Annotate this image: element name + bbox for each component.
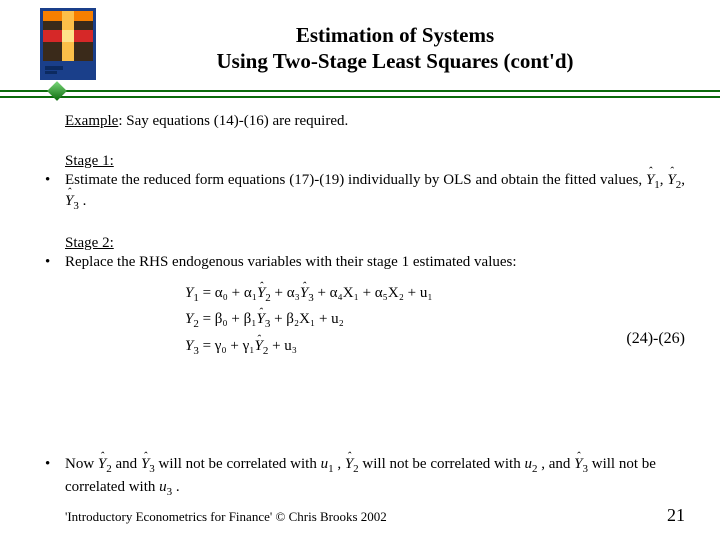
stage1-bullet: • Estimate the reduced form equations (1… (65, 171, 685, 214)
slide-title: Estimation of Systems Using Two-Stage Le… (100, 22, 690, 75)
rule-top (0, 90, 720, 92)
title-line-2: Using Two-Stage Least Squares (cont'd) (100, 48, 690, 74)
stage2-body: Replace the RHS endogenous variables wit… (65, 253, 685, 273)
now-y2: Y (98, 456, 106, 472)
now-y3b: Y (574, 456, 582, 472)
rule-bottom (0, 96, 720, 98)
stage1-label: Stage 1: (65, 152, 685, 172)
equation-ref: (24)-(26) (626, 329, 685, 350)
example-label: Example (65, 113, 118, 129)
bullet-mark: • (45, 171, 65, 191)
footer: 'Introductory Econometrics for Finance' … (65, 505, 685, 526)
equation-block: Y1 = α₀ + α₁Y2 + α₃Y3 + α₄X₁ + α₅X₂ + u₁… (185, 281, 685, 361)
now-prefix: Now (65, 456, 98, 472)
footer-text: 'Introductory Econometrics for Finance' … (65, 509, 387, 525)
now-body: Now Y2 and Y3 will not be correlated wit… (65, 454, 685, 500)
stage2-text: Replace the RHS endogenous variables wit… (65, 254, 517, 270)
page-number: 21 (667, 505, 685, 526)
stage1-tail: . (83, 193, 87, 209)
stage2-bullet: • Replace the RHS endogenous variables w… (65, 253, 685, 273)
stage1-text: Estimate the reduced form equations (17)… (65, 172, 646, 188)
fitted-y2: Y (667, 172, 675, 188)
now-y3: Y (141, 456, 149, 472)
content-area: Example: Say equations (14)-(16) are req… (65, 112, 685, 380)
fitted-y3: Y (65, 193, 73, 209)
now-block: • Now Y2 and Y3 will not be correlated w… (65, 454, 685, 500)
stage1-block: Stage 1: • Estimate the reduced form equ… (65, 152, 685, 214)
example-line: Example: Say equations (14)-(16) are req… (65, 112, 685, 132)
bullet-mark-3: • (45, 454, 65, 474)
example-text: : Say equations (14)-(16) are required. (118, 113, 348, 129)
book-cover-icon (40, 8, 96, 80)
stage2-block: Stage 2: • Replace the RHS endogenous va… (65, 234, 685, 361)
slide: Estimation of Systems Using Two-Stage Le… (0, 0, 720, 540)
equation-26: Y3 = γ₀ + γ₁Y2 + u₃ (185, 334, 685, 361)
stage1-body: Estimate the reduced form equations (17)… (65, 171, 685, 214)
bullet-mark-2: • (45, 253, 65, 273)
title-line-1: Estimation of Systems (100, 22, 690, 48)
stage2-label: Stage 2: (65, 234, 685, 254)
now-y2b: Y (345, 456, 353, 472)
fitted-y1: Y (646, 172, 654, 188)
